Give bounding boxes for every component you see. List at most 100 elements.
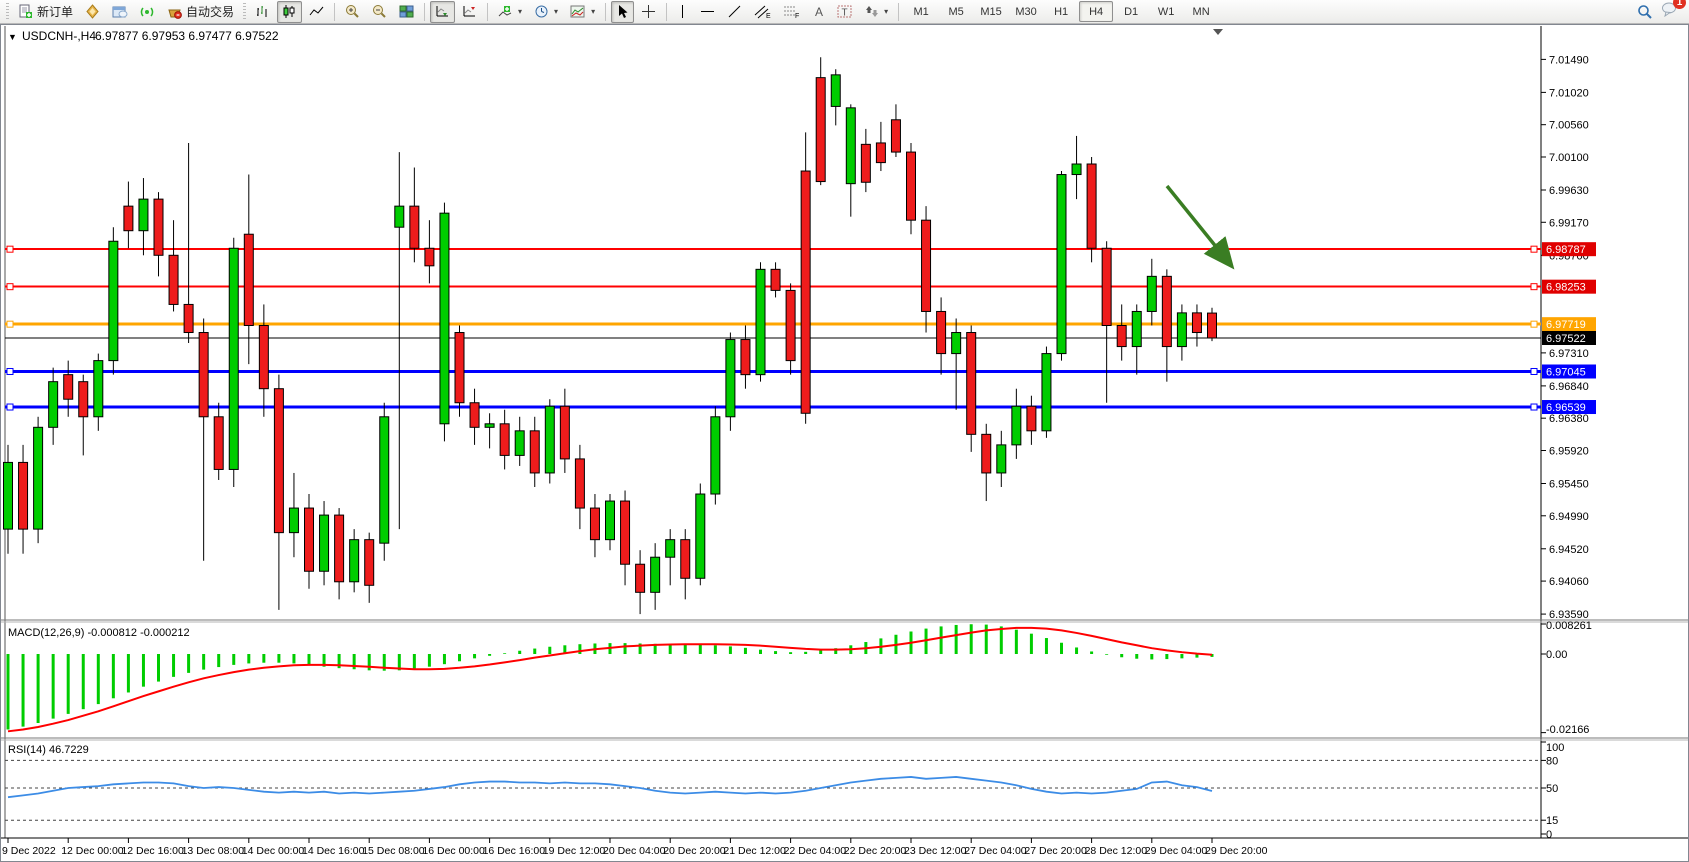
price-badge	[1542, 242, 1596, 257]
notifications-button[interactable]: 1	[1661, 0, 1686, 22]
zoom-in-button[interactable]	[340, 1, 365, 23]
time-axis-label: 9 Dec 2022	[2, 845, 56, 857]
hline-anchor[interactable]	[6, 367, 14, 375]
candle-bull	[1011, 405, 1022, 446]
candle-bear	[921, 219, 932, 312]
text-tool[interactable]: A	[807, 1, 830, 23]
timeframe-mn[interactable]: MN	[1192, 5, 1210, 18]
price-axis-label: 6.93590	[1549, 609, 1589, 621]
chart-title: USDCNH-,H4	[22, 29, 96, 43]
time-axis-label: 20 Dec 20:00	[663, 845, 726, 857]
candle-bull	[996, 444, 1007, 474]
hline-anchor[interactable]	[1530, 283, 1538, 291]
trend-arrow-annotation[interactable]	[1165, 184, 1235, 270]
new-order-icon	[19, 4, 32, 18]
autotrade-icon	[168, 9, 182, 19]
timeframe-m1[interactable]: M1	[913, 5, 929, 18]
indicators-button[interactable]: ▾	[493, 1, 527, 23]
auto-scroll-button[interactable]	[430, 0, 456, 23]
periods-button[interactable]: ▾	[529, 1, 563, 23]
hline-anchor[interactable]	[6, 245, 14, 253]
bar-chart-button[interactable]	[250, 1, 275, 23]
candle-bull	[830, 74, 841, 107]
bar-chart-icon	[257, 6, 267, 17]
cursor-button[interactable]	[611, 0, 635, 23]
rsi-label: RSI(14) 46.7229	[8, 744, 89, 756]
hline-anchor[interactable]	[1530, 320, 1538, 328]
candle-bear	[1207, 312, 1217, 339]
candlesticks	[3, 57, 1217, 615]
candle-bull	[439, 212, 450, 425]
timeframe-m15[interactable]: M15	[980, 5, 1002, 18]
hline-anchor[interactable]	[6, 320, 14, 328]
trendline-tool[interactable]	[722, 1, 747, 23]
template-icon	[570, 5, 585, 18]
timeframe-h4[interactable]: H4	[1079, 1, 1114, 22]
macd-pane[interactable]	[6, 624, 1214, 733]
time-axis-label: 12 Dec 00:00	[61, 845, 124, 857]
toolbar-grip[interactable]	[243, 2, 247, 21]
hline-anchor[interactable]	[6, 283, 14, 291]
horizontal-line-tool[interactable]	[695, 1, 720, 23]
candlestick-chart-button[interactable]	[277, 0, 303, 23]
hline-anchor[interactable]	[1530, 403, 1538, 411]
candle-bear	[815, 77, 826, 183]
chart-canvas[interactable]: 7.01490 7.01020 7.00560 7.00100 6.99630 6.991…	[0, 24, 1689, 862]
candle-bear	[78, 381, 89, 418]
signals-button[interactable]	[135, 1, 160, 23]
templates-button[interactable]: ▾	[565, 1, 600, 23]
autotrade-button[interactable]: 自动交易	[162, 1, 239, 23]
time-axis-label: 14 Dec 00:00	[242, 845, 305, 857]
candle-bull	[605, 500, 615, 541]
chart-shift-button[interactable]	[457, 1, 482, 23]
price-axis-label: 6.94060	[1549, 576, 1589, 588]
candle-bull	[845, 107, 856, 185]
timeframe-w1[interactable]: W1	[1157, 5, 1175, 18]
rsi-pane[interactable]	[5, 759, 1541, 821]
timeframe-m5[interactable]: M5	[948, 5, 964, 18]
metaeditor-button[interactable]	[80, 1, 105, 23]
price-badge	[1542, 317, 1596, 332]
chart-window[interactable]: 7.01490 7.01020 7.00560 7.00100 6.99630 6.991…	[0, 24, 1689, 862]
zoom-out-button[interactable]	[367, 1, 392, 23]
text-label-tool[interactable]: T	[832, 1, 858, 23]
price-axis-label: 6.96840	[1549, 381, 1589, 393]
line-chart-button[interactable]	[304, 1, 329, 23]
candle-bear	[183, 303, 194, 334]
timeframe-h1[interactable]: H1	[1054, 5, 1069, 18]
hline-anchor[interactable]	[1530, 245, 1538, 253]
price-badge	[1542, 364, 1596, 379]
tile-windows-button[interactable]	[394, 1, 419, 23]
hline-anchor[interactable]	[1530, 367, 1538, 375]
candle-bull	[228, 247, 239, 470]
toolbar-grip[interactable]	[6, 2, 9, 21]
crosshair-icon	[642, 5, 656, 18]
new-order-button[interactable]: 新订单	[13, 1, 78, 23]
candle-bull	[319, 514, 330, 572]
market-watch-button[interactable]	[107, 1, 133, 23]
candle-bear	[1026, 405, 1037, 432]
chart-shift-marker[interactable]	[1213, 29, 1223, 35]
vertical-line-tool[interactable]	[672, 1, 693, 23]
search-icon[interactable]	[1637, 4, 1653, 20]
candle-bear	[680, 539, 691, 579]
candle-bear	[1191, 312, 1202, 334]
candle-bear	[364, 539, 375, 586]
candle-bull	[3, 461, 13, 530]
chart-collapse-icon: ▼	[8, 32, 17, 42]
zoom-in-icon	[346, 5, 359, 18]
candle-bull	[951, 332, 962, 355]
fibonacci-tool[interactable]: F	[778, 1, 805, 23]
hline-anchor[interactable]	[6, 403, 14, 411]
candle-bear	[559, 405, 570, 460]
time-axis-label: 21 Dec 12:00	[723, 845, 786, 857]
candle-bear	[936, 310, 947, 355]
channel-tool[interactable]: E	[749, 1, 776, 23]
timeframe-m30[interactable]: M30	[1015, 5, 1037, 18]
timeframe-d1[interactable]: D1	[1124, 5, 1139, 18]
candle-bear	[740, 339, 751, 376]
candle-bear	[1101, 247, 1112, 327]
arrows-tool[interactable]: ▾	[860, 1, 893, 23]
crosshair-button[interactable]	[636, 1, 661, 23]
autotrade-label: 自动交易	[186, 5, 235, 19]
